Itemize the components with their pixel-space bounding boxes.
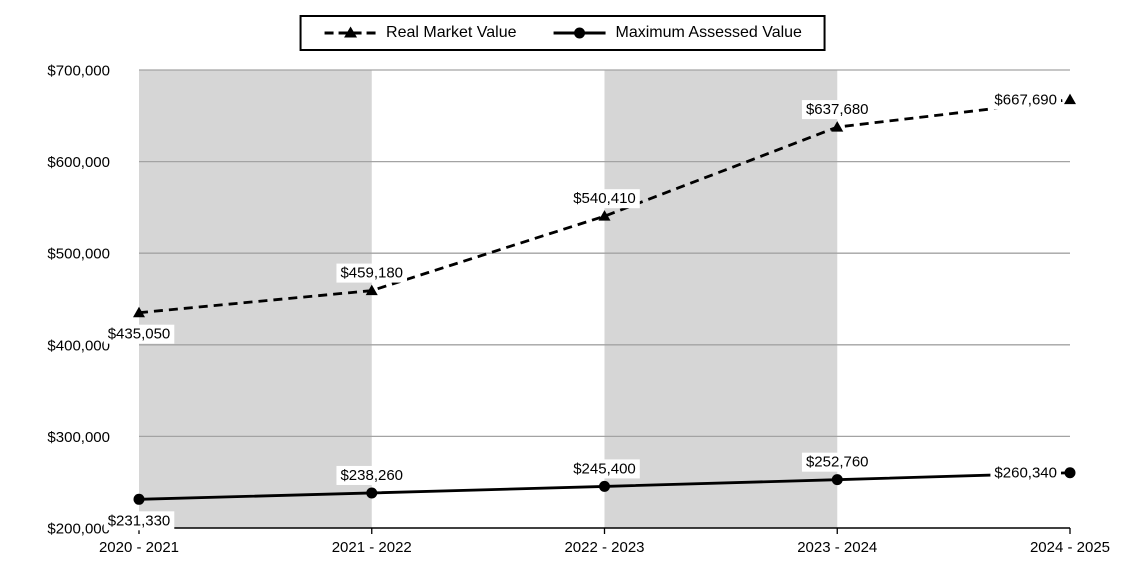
circle-marker — [599, 480, 610, 492]
data-point-label: $245,400 — [573, 460, 636, 477]
triangle-marker — [598, 210, 611, 221]
shaded-band — [139, 70, 372, 528]
data-label-box — [103, 511, 175, 531]
y-tick-label: $600,000 — [47, 154, 110, 171]
triangle-marker — [1064, 93, 1076, 105]
circle-marker — [366, 487, 378, 499]
legend: Real Market Value Maximum Assessed Value — [299, 15, 826, 51]
data-point-label: $260,340 — [994, 465, 1057, 482]
data-point-label: $637,680 — [806, 101, 869, 118]
x-tick-label: 2022 - 2023 — [564, 539, 644, 556]
legend-label-maximum-assessed-value: Maximum Assessed Value — [615, 24, 802, 41]
dashed-line-triangle-marker-icon — [324, 26, 377, 38]
data-label-box — [801, 452, 873, 472]
data-point-label: $667,690 — [994, 92, 1057, 109]
data-label-box — [336, 465, 408, 485]
x-tick-label: 2023 - 2024 — [797, 539, 877, 556]
y-tick-label: $400,000 — [47, 337, 110, 354]
triangle-marker — [831, 121, 844, 132]
legend-item-maximum-assessed-value: Maximum Assessed Value — [552, 24, 802, 42]
data-label-box — [569, 459, 640, 479]
data-point-label: $459,180 — [340, 265, 403, 282]
data-point-label: $252,760 — [806, 454, 869, 471]
data-point-label: $231,330 — [108, 512, 171, 529]
y-tick-label: $300,000 — [47, 429, 110, 446]
circle-marker — [133, 493, 145, 505]
data-label-box — [990, 90, 1061, 110]
triangle-marker — [133, 306, 145, 318]
data-point-label: $238,260 — [340, 467, 403, 484]
shaded-band — [604, 70, 838, 528]
x-tick-label: 2021 - 2022 — [332, 539, 412, 556]
data-point-label: $540,410 — [573, 190, 636, 207]
x-tick-label: 2024 - 2025 — [1030, 539, 1110, 556]
data-point-label: $435,050 — [108, 326, 171, 343]
y-tick-label: $700,000 — [47, 63, 110, 80]
x-tick-label: 2020 - 2021 — [99, 539, 179, 556]
legend-label-real-market-value: Real Market Value — [386, 24, 517, 41]
data-label-box — [801, 100, 873, 120]
y-tick-label: $500,000 — [47, 246, 110, 263]
data-label-box — [990, 463, 1061, 483]
solid-line-circle-marker-icon — [553, 27, 606, 39]
legend-item-real-market-value: Real Market Value — [323, 24, 516, 42]
series-line-real-market-value — [138, 98, 1071, 315]
data-label-box — [103, 324, 175, 344]
data-label-box — [336, 263, 408, 283]
circle-marker — [1064, 467, 1076, 479]
triangle-marker — [365, 284, 378, 296]
data-label-box — [569, 189, 640, 209]
circle-marker — [831, 474, 843, 486]
y-tick-label: $200,000 — [47, 521, 110, 538]
